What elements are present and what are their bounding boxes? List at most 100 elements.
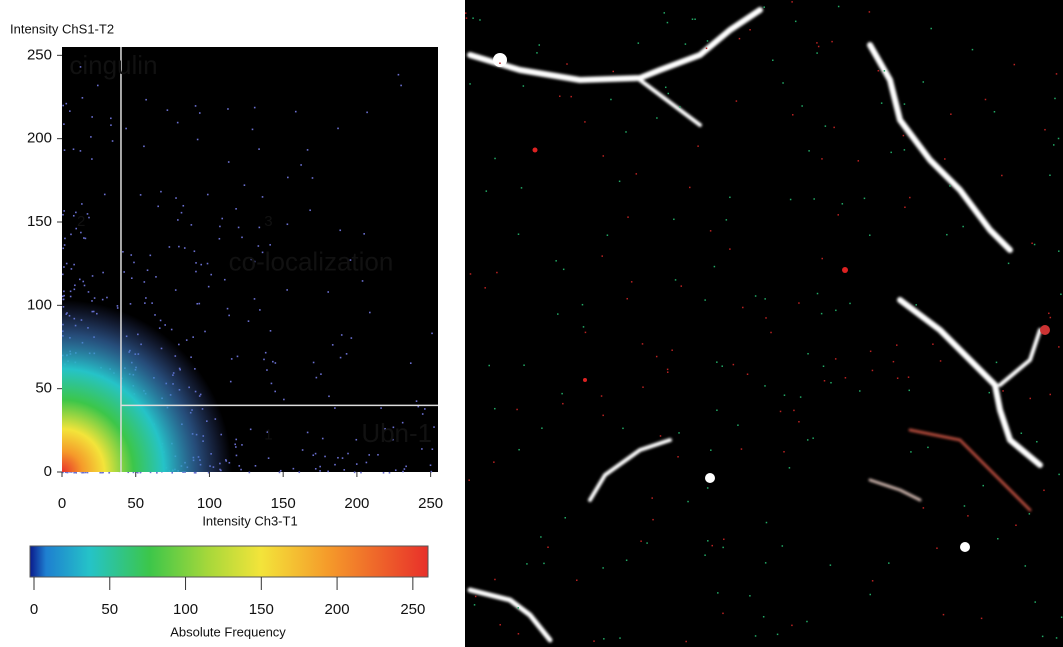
y-tick-label: 50 <box>35 380 52 397</box>
speck <box>807 352 809 355</box>
density-dot <box>108 471 110 474</box>
speck <box>869 350 872 353</box>
density-dot <box>221 217 224 220</box>
speck <box>740 448 743 450</box>
speck <box>1058 346 1060 348</box>
speck <box>950 113 952 115</box>
density-dot <box>369 311 371 314</box>
density-dot <box>314 452 317 455</box>
density-dot <box>235 446 237 448</box>
speck <box>685 640 687 643</box>
speck <box>516 408 518 411</box>
speck <box>799 396 802 398</box>
speck <box>1043 489 1045 492</box>
density-dot <box>353 471 356 474</box>
density-dot <box>62 213 64 216</box>
density-dot <box>72 148 75 151</box>
speck <box>776 633 779 636</box>
density-dot <box>143 281 146 283</box>
density-dot <box>125 127 127 130</box>
density-dot <box>110 117 112 120</box>
x-tick-label: 250 <box>418 495 443 512</box>
speck <box>517 607 519 609</box>
speck <box>904 206 906 209</box>
density-dot <box>79 66 82 68</box>
speck <box>765 317 767 319</box>
speck <box>566 63 568 65</box>
density-dot <box>286 289 288 291</box>
density-dot <box>180 211 183 214</box>
speck <box>541 427 543 429</box>
density-dot <box>132 471 135 474</box>
density-dot <box>184 471 186 473</box>
density-dot <box>340 334 343 336</box>
speck <box>816 292 819 295</box>
density-dot <box>99 471 101 474</box>
density-dot <box>327 470 329 473</box>
density-dot <box>194 471 197 474</box>
density-dot <box>64 237 66 240</box>
speck <box>834 358 837 360</box>
speck <box>706 487 709 489</box>
density-dot <box>84 237 87 240</box>
speck <box>584 331 587 334</box>
speck <box>581 303 584 306</box>
speck <box>564 517 566 519</box>
speck <box>479 19 481 21</box>
speck <box>635 173 638 175</box>
density-dot <box>424 408 426 410</box>
density-dot <box>254 465 257 467</box>
speck <box>936 547 938 549</box>
speck <box>697 145 699 147</box>
density-dot <box>334 463 336 466</box>
speck <box>808 150 810 152</box>
speck <box>831 40 833 43</box>
density-dot <box>377 453 379 456</box>
speck <box>716 361 718 363</box>
density-dot <box>81 471 83 474</box>
density-dot <box>156 471 158 474</box>
density-dot <box>337 127 339 130</box>
speck <box>823 380 826 382</box>
y-tick-label: 150 <box>27 213 52 230</box>
density-dot <box>415 400 418 402</box>
speck <box>610 98 612 101</box>
colorbar-tick-label: 0 <box>30 601 38 618</box>
density-dot <box>429 464 432 467</box>
speck <box>1058 250 1060 252</box>
colorbar-tick-label: 150 <box>249 601 274 618</box>
density-dot <box>311 177 314 179</box>
density-dot <box>96 84 99 87</box>
speck <box>869 234 871 236</box>
density-dot <box>264 351 267 354</box>
density-dot <box>62 273 64 276</box>
speck <box>939 360 942 362</box>
density-dot <box>73 288 76 291</box>
density-dot <box>403 468 406 470</box>
speck <box>666 371 669 373</box>
density-dot <box>272 360 274 363</box>
density-dot <box>149 254 152 257</box>
density-dot <box>73 471 75 474</box>
speck <box>833 126 835 129</box>
speck <box>689 186 691 189</box>
density-dot <box>70 233 72 236</box>
speck <box>474 595 477 598</box>
fibers <box>467 7 1043 643</box>
density-dot <box>382 471 385 474</box>
density-dot <box>106 296 108 299</box>
density-dot <box>431 448 434 450</box>
speck <box>641 343 644 345</box>
speck <box>779 410 782 413</box>
density-dot <box>63 294 65 297</box>
speck <box>782 82 784 84</box>
speck <box>794 20 797 23</box>
density-dot <box>206 193 209 196</box>
density-dot <box>182 204 185 207</box>
density-dot <box>380 407 382 409</box>
speck <box>816 52 818 54</box>
speck <box>472 17 474 19</box>
speck <box>663 12 666 14</box>
speck <box>540 536 542 538</box>
speck <box>830 381 832 384</box>
